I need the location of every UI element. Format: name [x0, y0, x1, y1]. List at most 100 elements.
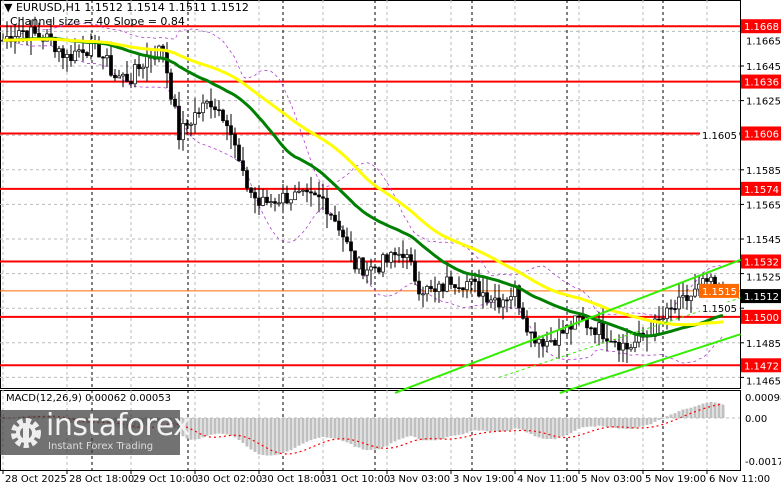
- bid-price-label-bg: [699, 283, 739, 298]
- macd-bar: [637, 418, 641, 427]
- candle-body: [661, 318, 665, 320]
- macd-bar: [469, 418, 473, 432]
- candle-body: [337, 220, 341, 231]
- macd-bar: [369, 418, 373, 450]
- macd-bar: [533, 418, 537, 437]
- collapse-triangle-icon[interactable]: ▼: [4, 1, 13, 14]
- x-tick-label: 3 Nov 03:00: [389, 474, 450, 485]
- candle-body: [465, 281, 469, 291]
- macd-bar: [497, 418, 501, 432]
- candle-body: [457, 287, 461, 290]
- macd-bar: [257, 418, 261, 455]
- candle-body: [437, 283, 441, 292]
- channel-lower-line: [559, 333, 741, 394]
- macd-bar: [565, 418, 569, 435]
- macd-label: MACD(12,26,9) 0.00062 0.00053: [6, 393, 172, 404]
- macd-bar: [505, 418, 509, 431]
- candle-body: [609, 340, 613, 343]
- macd-bar: [333, 418, 337, 439]
- level-price-label: 1.1500: [744, 313, 779, 324]
- candle-body: [461, 287, 465, 291]
- macd-bar: [453, 418, 457, 436]
- macd-tick-label: 0.00098: [745, 393, 781, 404]
- candle-body: [189, 123, 193, 126]
- macd-bar: [545, 418, 549, 440]
- macd-bar: [597, 418, 601, 426]
- macd-bar: [349, 418, 353, 444]
- candle-body: [245, 170, 249, 189]
- candle-body: [413, 261, 417, 282]
- candle-body: [249, 187, 253, 193]
- macd-bar: [329, 418, 333, 438]
- candle-body: [509, 296, 513, 301]
- candle-body: [101, 56, 105, 59]
- macd-bar: [305, 418, 309, 442]
- candle-body: [565, 324, 569, 334]
- candle-body: [473, 278, 477, 282]
- macd-bar: [433, 418, 437, 441]
- y-tick-label: 1.1625: [746, 97, 781, 108]
- macd-bar: [277, 418, 281, 455]
- macd-bar: [621, 418, 625, 429]
- candle-body: [597, 322, 601, 335]
- candle-body: [33, 26, 37, 34]
- macd-bar: [673, 413, 677, 418]
- candle-body: [213, 106, 217, 111]
- candle-body: [589, 327, 593, 330]
- macd-bar: [581, 418, 585, 428]
- candle-body: [401, 253, 405, 258]
- macd-bar: [501, 418, 505, 432]
- candle-body: [357, 257, 361, 270]
- level-price-label-bg: [741, 358, 781, 373]
- candle-body: [265, 196, 269, 204]
- macd-bar: [233, 418, 237, 438]
- macd-bar: [269, 418, 273, 456]
- candle-body: [281, 192, 285, 204]
- candle-body: [477, 281, 481, 297]
- macd-bar: [449, 418, 453, 437]
- macd-bar: [425, 418, 429, 441]
- y-tick-label-bg: [700, 302, 739, 315]
- macd-bar: [633, 418, 637, 429]
- candle-body: [341, 229, 345, 238]
- macd-bar: [525, 418, 529, 433]
- level-price-label: 1.1606: [744, 129, 779, 140]
- candle-body: [277, 202, 281, 205]
- macd-bar: [221, 418, 225, 434]
- macd-bar: [297, 418, 301, 446]
- candle-body: [361, 257, 365, 276]
- current-price-label-bg: [741, 289, 781, 304]
- candle-body: [425, 286, 429, 295]
- candle-body: [701, 278, 705, 285]
- macd-bar: [409, 418, 413, 436]
- macd-bar: [397, 418, 401, 440]
- envelope-lower: [2, 39, 724, 364]
- y-tick-label: 1.1465: [746, 376, 781, 387]
- x-tick-label: 29 Oct 10:00: [133, 474, 198, 485]
- macd-tick-label: 0.00: [745, 414, 767, 425]
- candle-body: [393, 252, 397, 256]
- macd-bar: [477, 418, 481, 431]
- x-tick-label: 3 Nov 19:00: [453, 474, 514, 485]
- macd-bar: [601, 418, 605, 427]
- level-price-label: 1.1532: [744, 257, 779, 268]
- candle-body: [493, 297, 497, 301]
- candle-body: [541, 338, 545, 347]
- macd-bar: [553, 418, 557, 440]
- level-price-label: 1.1636: [744, 78, 779, 89]
- candle-body: [77, 49, 81, 52]
- candle-body: [273, 201, 277, 204]
- candle-body: [185, 123, 189, 126]
- level-price-label: 1.1668: [744, 22, 779, 33]
- macd-bar: [209, 418, 213, 435]
- y-tick-label: 1.1485: [746, 339, 781, 350]
- candle-body: [349, 241, 353, 252]
- candle-body: [261, 196, 265, 206]
- candle-body: [293, 191, 297, 201]
- candle-body: [629, 347, 633, 350]
- macd-bar: [681, 409, 685, 418]
- macd-bar: [317, 418, 321, 438]
- candle-body: [229, 125, 233, 135]
